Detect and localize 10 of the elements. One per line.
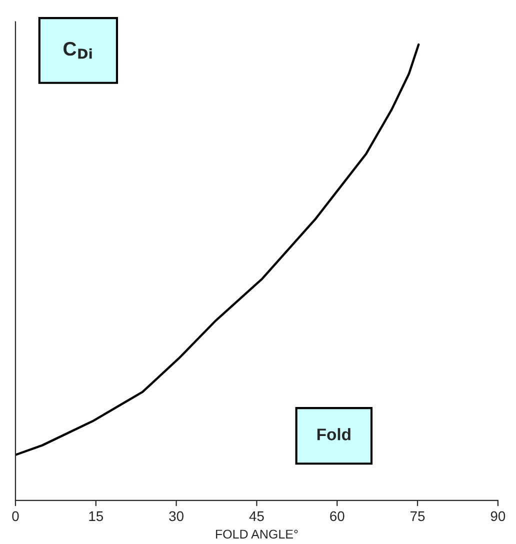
x-tick-label: 90 [490, 511, 506, 522]
x-axis-title: FOLD ANGLE° [216, 530, 298, 539]
x-tick-label: 45 [249, 511, 264, 522]
x-tick-label: 30 [169, 511, 184, 522]
x-tick-label: 15 [89, 511, 104, 522]
annotation: Fold [317, 428, 350, 440]
x-tick-label: 60 [330, 511, 344, 522]
annotation: C$_{Di}$ [64, 42, 92, 59]
x-tick-label: 75 [410, 511, 425, 522]
x-tick-label: 0 [12, 511, 19, 522]
